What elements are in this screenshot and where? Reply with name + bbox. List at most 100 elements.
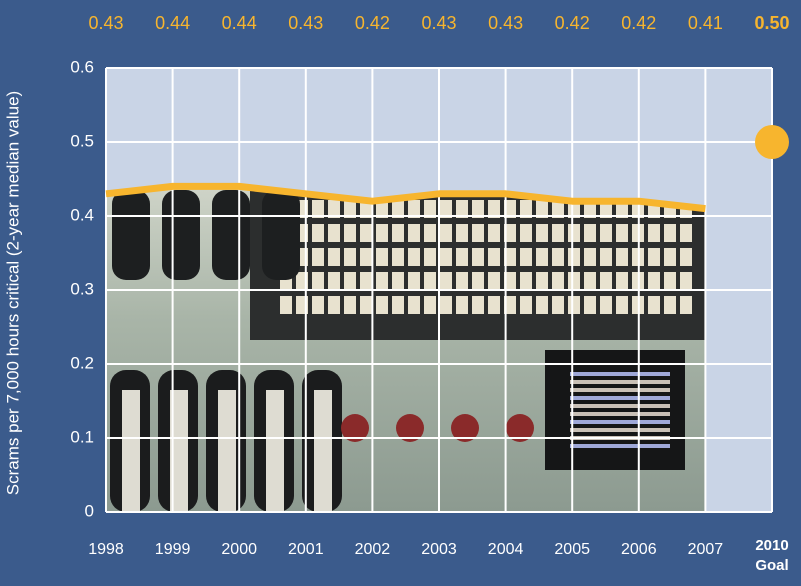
panel-switch — [376, 272, 388, 290]
panel-switch — [504, 272, 516, 290]
value-label: 0.42 — [621, 13, 656, 33]
panel-switch — [616, 248, 628, 266]
panel-switch — [440, 296, 452, 314]
panel-switch — [648, 296, 660, 314]
panel-switch — [552, 272, 564, 290]
panel-switch — [376, 248, 388, 266]
panel-switch — [600, 248, 612, 266]
x-tick-label: 1998 — [88, 541, 124, 558]
panel-switch — [328, 200, 340, 218]
y-tick-label: 0.4 — [70, 205, 94, 224]
panel-switch — [312, 296, 324, 314]
value-label: 0.41 — [688, 13, 723, 33]
panel-switch — [552, 200, 564, 218]
panel-switch — [520, 296, 532, 314]
panel-switch — [536, 272, 548, 290]
panel-switch — [360, 224, 372, 242]
panel-switch — [536, 200, 548, 218]
panel-switch — [520, 272, 532, 290]
panel-switch — [504, 248, 516, 266]
panel-switch — [504, 296, 516, 314]
panel-switch — [472, 248, 484, 266]
x-tick-label: 2002 — [355, 541, 391, 558]
panel-switch — [680, 224, 692, 242]
panel-switch — [648, 248, 660, 266]
panel-switch — [504, 224, 516, 242]
panel-switch — [360, 272, 372, 290]
panel-switch — [488, 224, 500, 242]
panel-switch — [424, 296, 436, 314]
panel-switch — [568, 248, 580, 266]
display-row — [570, 412, 670, 416]
panel-switch — [488, 272, 500, 290]
panel-switch — [552, 296, 564, 314]
panel-switch — [584, 296, 596, 314]
display-row — [570, 428, 670, 432]
y-tick-label: 0.5 — [70, 131, 94, 150]
gauge — [112, 190, 150, 280]
area-texture — [110, 186, 706, 512]
panel-switch — [328, 296, 340, 314]
panel-switch — [408, 272, 420, 290]
panel-switch — [472, 224, 484, 242]
panel-switch — [664, 248, 676, 266]
panel-switch — [456, 272, 468, 290]
panel-switch — [600, 272, 612, 290]
x-tick-label: 2004 — [488, 541, 524, 558]
display — [545, 350, 685, 470]
value-label: 0.44 — [222, 13, 257, 33]
gauge-face — [170, 390, 188, 512]
panel-switch — [664, 224, 676, 242]
panel-switch — [536, 248, 548, 266]
panel-switch — [616, 296, 628, 314]
value-label: 0.43 — [288, 13, 323, 33]
x-tick-label: 2001 — [288, 541, 324, 558]
panel-switch — [312, 224, 324, 242]
knob — [451, 414, 479, 442]
panel-switch — [680, 272, 692, 290]
value-label: 0.42 — [555, 13, 590, 33]
gauge-face — [266, 390, 284, 512]
line — [105, 182, 706, 213]
panel-switch — [392, 248, 404, 266]
panel-switch — [600, 296, 612, 314]
panel-switch — [328, 248, 340, 266]
y-tick-label: 0.1 — [70, 427, 94, 446]
goal-sublabel: Goal — [755, 557, 788, 574]
panel-switch — [344, 296, 356, 314]
panel-switch — [440, 248, 452, 266]
panel-switch — [552, 224, 564, 242]
goal-value-label: 0.50 — [754, 13, 789, 33]
panel-switch — [392, 272, 404, 290]
x-tick-label: 2000 — [221, 541, 257, 558]
panel-switch — [424, 200, 436, 218]
panel-switch — [344, 200, 356, 218]
panel-switch — [344, 272, 356, 290]
panel-switch — [584, 272, 596, 290]
value-label: 0.44 — [155, 13, 190, 33]
x-tick-label: 1999 — [155, 541, 191, 558]
panel-switch — [536, 296, 548, 314]
x-tick-label: 2003 — [421, 541, 457, 558]
panel-switch — [408, 224, 420, 242]
gauge — [262, 190, 300, 280]
panel-switch — [456, 296, 468, 314]
panel-switch — [600, 224, 612, 242]
panel-switch — [328, 224, 340, 242]
panel-switch — [392, 296, 404, 314]
panel-switch — [488, 248, 500, 266]
display-row — [570, 420, 670, 424]
panel-switch — [568, 296, 580, 314]
panel-switch — [408, 296, 420, 314]
panel-switch — [376, 296, 388, 314]
gauge — [212, 190, 250, 280]
panel-switch — [456, 248, 468, 266]
panel-switch — [488, 296, 500, 314]
panel-switch — [520, 248, 532, 266]
panel-switch — [680, 296, 692, 314]
panel-switch — [424, 224, 436, 242]
panel-switch — [504, 200, 516, 218]
panel-switch — [488, 200, 500, 218]
display-row — [570, 380, 670, 384]
